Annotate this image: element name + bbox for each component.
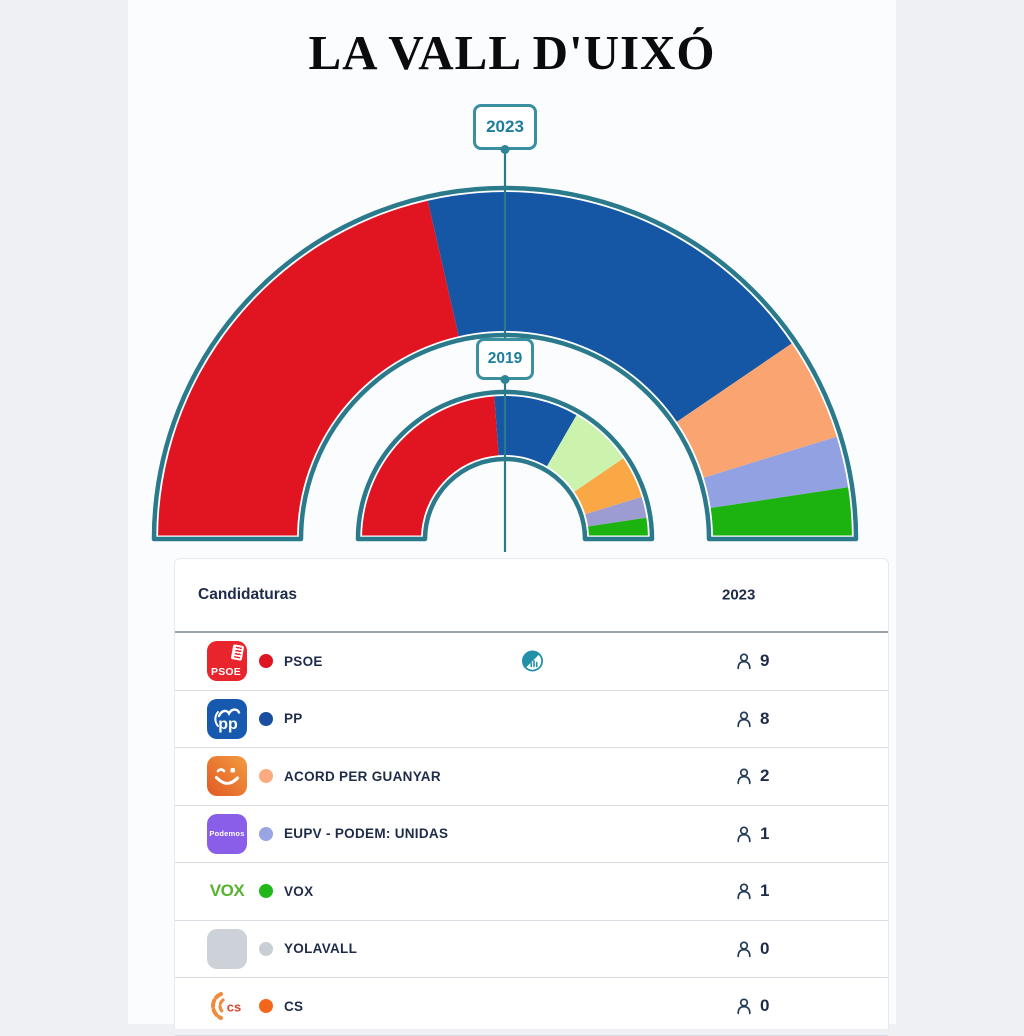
seats-count: 0: [760, 996, 770, 1016]
results-table: Candidaturas 2023 PSOE PSOE 9 pp PP 8: [174, 558, 889, 1036]
psoe-fist-rose-icon: [230, 644, 245, 662]
segment-2019-blue-segment: [494, 396, 577, 467]
seats-count: 0: [760, 938, 770, 958]
blank-logo: [207, 928, 247, 969]
podemos-logo: Podemos: [207, 813, 247, 854]
year-badge-2019: 2019: [476, 338, 534, 380]
segment-2019-orange-segment: [574, 458, 642, 515]
table-row-cs: cs CS 0: [175, 978, 888, 1036]
party-color-dot: [259, 941, 273, 956]
pp-logo: pp: [207, 698, 247, 739]
seats-cell: 1: [735, 881, 769, 901]
party-name-label: ACORD PER GUANYAR: [284, 768, 441, 784]
party-color-dot: [259, 884, 273, 899]
seats-count: 1: [760, 881, 770, 901]
party-name-label: PP: [284, 711, 303, 727]
ring-segments-2023: [158, 192, 852, 536]
party-logo-pp: pp: [207, 698, 247, 739]
svg-text:pp: pp: [218, 716, 238, 733]
column-header-candidaturas: Candidaturas: [198, 586, 298, 603]
acord-smiley-logo: [207, 756, 247, 797]
segment-2019-light-green-segment: [547, 415, 624, 492]
ring-segments-2019: [362, 396, 648, 536]
segment-2023-vox: [710, 487, 852, 536]
party-name-label: YOLAVALL: [284, 941, 358, 957]
seats-count: 9: [760, 651, 770, 671]
segment-2023-acord-per-guanyar: [676, 343, 837, 478]
party-name-label: EUPV - PODEM: UNIDAS: [284, 826, 449, 842]
party-color-dot: [259, 711, 273, 726]
person-icon: [737, 826, 751, 842]
page-title: LA VALL D'UIXÓ: [308, 25, 716, 80]
party-logo-acord: [207, 756, 247, 797]
party-color-dot: [259, 654, 273, 669]
seats-cell: 9: [735, 651, 769, 671]
seats-cell: 2: [735, 766, 769, 786]
psoe-logo: PSOE: [207, 641, 247, 682]
table-body: PSOE PSOE 9 pp PP 8 A: [175, 633, 888, 1036]
party-name-label: PSOE: [284, 653, 323, 669]
person-icon: [737, 941, 751, 957]
hemicycle-chart: [151, 151, 859, 552]
seats-count: 1: [760, 823, 770, 843]
table-header: Candidaturas 2023: [175, 559, 888, 633]
table-row-eupv: Podemos EUPV - PODEM: UNIDAS 1: [175, 806, 888, 863]
segment-2023-pp: [427, 192, 792, 422]
person-icon: [737, 998, 751, 1015]
chart-icon[interactable]: [521, 650, 544, 673]
party-color-dot: [259, 826, 273, 841]
segment-2023-eupv-podem-unidas: [703, 436, 849, 508]
svg-text:cs: cs: [227, 1000, 241, 1015]
party-logo-yolavall: [207, 928, 247, 969]
table-row-yolavall: YOLAVALL 0: [175, 921, 888, 978]
party-logo-vox: VOX: [207, 871, 247, 911]
party-logo-psoe: PSOE: [207, 641, 247, 682]
table-row-psoe: PSOE PSOE 9: [175, 633, 888, 691]
table-row-vox: VOX VOX 1: [175, 863, 888, 921]
seats-count: 8: [760, 708, 770, 728]
party-color-dot: [259, 769, 273, 784]
table-row-pp: pp PP 8: [175, 691, 888, 748]
party-name-label: VOX: [284, 883, 314, 899]
segment-2023-psoe: [158, 200, 459, 536]
seats-cell: 0: [735, 939, 769, 959]
seats-count: 2: [760, 766, 770, 786]
segment-2019-lavender-segment: [585, 496, 647, 527]
cs-logo: cs: [211, 992, 241, 1021]
segment-2019-green-segment: [588, 517, 648, 536]
party-logo-eupv: Podemos: [207, 813, 247, 854]
vox-logo: VOX: [209, 881, 245, 901]
party-color-dot: [259, 999, 273, 1014]
seats-cell: 0: [735, 996, 769, 1016]
person-icon: [737, 711, 751, 727]
year-badge-2023: 2023: [473, 104, 537, 150]
year-badge-2019-label: 2019: [487, 350, 523, 367]
person-icon: [737, 653, 751, 670]
seats-cell: 1: [735, 824, 769, 844]
table-row-acord: ACORD PER GUANYAR 2: [175, 748, 888, 806]
segment-2019-red-segment: [362, 396, 499, 536]
seats-cell: 8: [735, 709, 769, 729]
party-name-label: CS: [284, 998, 304, 1014]
year-badge-2023-label: 2023: [486, 117, 524, 136]
person-icon: [737, 883, 751, 900]
party-logo-cs: cs: [207, 986, 247, 1026]
column-header-year: 2023: [722, 586, 756, 604]
person-icon: [737, 768, 751, 785]
